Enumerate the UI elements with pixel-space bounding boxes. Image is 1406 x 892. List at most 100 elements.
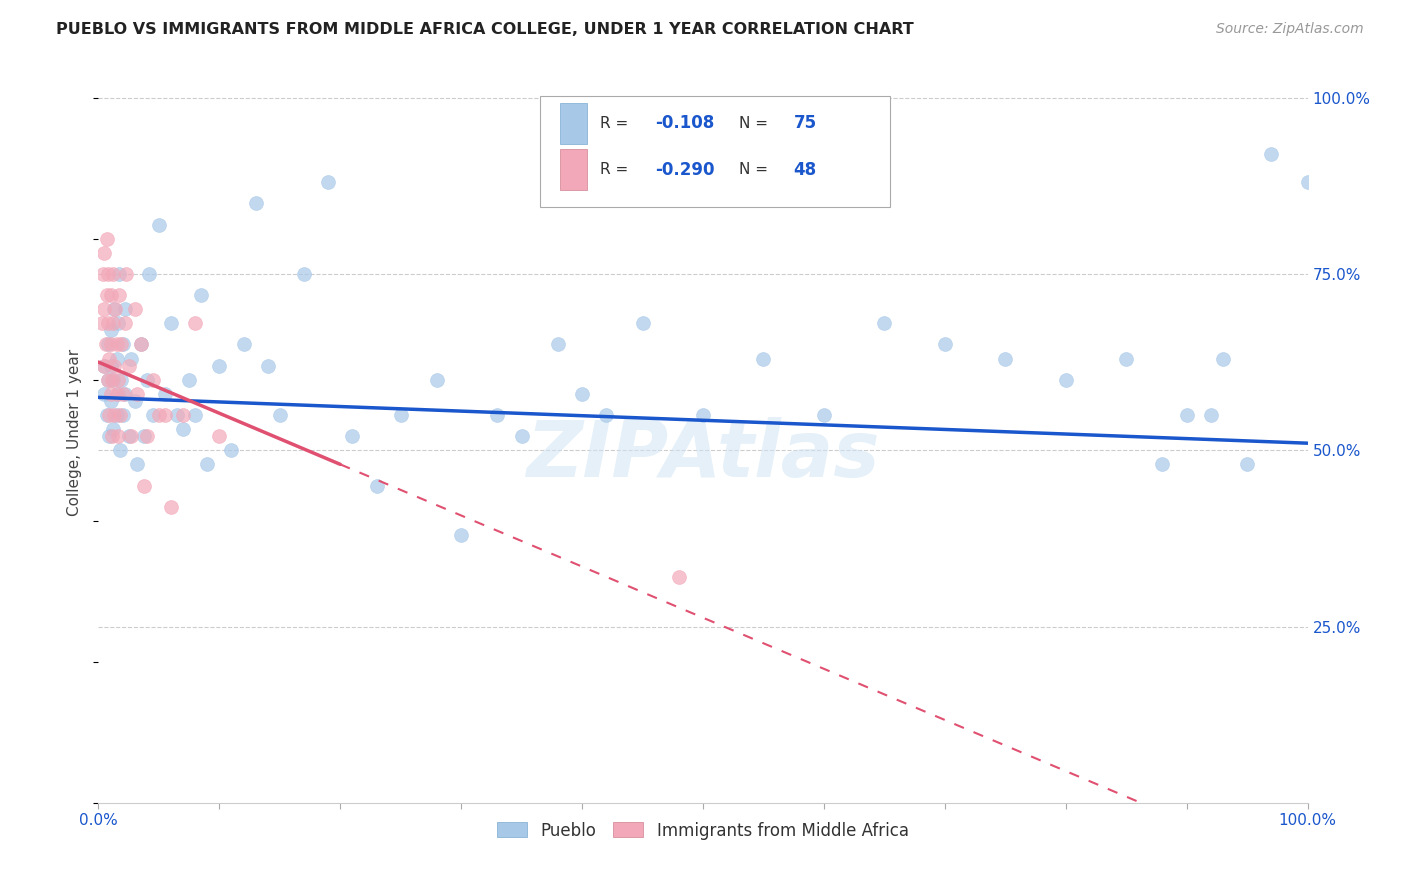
Point: [135, 429, 157, 443]
Point: [208, 359, 231, 373]
Point: [1199, 408, 1222, 422]
Point: [342, 429, 364, 443]
Point: [1212, 351, 1234, 366]
Point: [108, 288, 131, 302]
Point: [172, 422, 194, 436]
Point: [118, 359, 141, 373]
Point: [148, 408, 170, 422]
Point: [148, 218, 170, 232]
Point: [135, 373, 157, 387]
Point: [118, 429, 141, 443]
Point: [366, 478, 388, 492]
Text: 48: 48: [793, 161, 817, 178]
Point: [114, 302, 136, 317]
Text: ZIPAtlas: ZIPAtlas: [526, 417, 880, 493]
Text: Source: ZipAtlas.com: Source: ZipAtlas.com: [1216, 22, 1364, 37]
Point: [292, 267, 315, 281]
Point: [153, 408, 176, 422]
Point: [153, 387, 176, 401]
Point: [105, 408, 128, 422]
Point: [142, 373, 165, 387]
Point: [127, 458, 149, 472]
Point: [129, 337, 152, 351]
Point: [111, 408, 134, 422]
Point: [107, 429, 129, 443]
Point: [107, 316, 129, 330]
Point: [166, 408, 188, 422]
Point: [108, 267, 131, 281]
Text: N =: N =: [740, 162, 773, 178]
Point: [450, 528, 472, 542]
Point: [269, 408, 291, 422]
Point: [100, 373, 122, 387]
Point: [115, 267, 138, 281]
Text: -0.108: -0.108: [655, 114, 714, 132]
Point: [93, 359, 115, 373]
Text: N =: N =: [740, 116, 773, 130]
Point: [105, 351, 128, 366]
Point: [1115, 351, 1137, 366]
Point: [934, 337, 956, 351]
Point: [129, 337, 152, 351]
Point: [101, 267, 124, 281]
Point: [120, 429, 142, 443]
Point: [94, 337, 117, 351]
Point: [96, 232, 118, 246]
FancyBboxPatch shape: [561, 103, 586, 144]
Point: [138, 267, 160, 281]
Point: [98, 408, 121, 422]
Point: [692, 408, 714, 422]
Point: [101, 422, 124, 436]
Point: [100, 288, 122, 302]
Point: [97, 316, 120, 330]
Point: [100, 393, 122, 408]
Point: [100, 429, 122, 443]
Point: [105, 387, 128, 401]
Point: [256, 359, 278, 373]
Point: [486, 408, 509, 422]
Point: [111, 337, 134, 351]
Point: [208, 429, 231, 443]
Point: [104, 302, 127, 317]
Point: [110, 373, 132, 387]
Point: [97, 373, 120, 387]
Point: [100, 323, 122, 337]
Point: [127, 387, 149, 401]
Point: [631, 316, 654, 330]
Point: [91, 316, 114, 330]
Point: [124, 393, 146, 408]
Point: [179, 373, 201, 387]
Point: [101, 316, 124, 330]
Text: R =: R =: [600, 162, 633, 178]
FancyBboxPatch shape: [561, 150, 586, 190]
Point: [1175, 408, 1198, 422]
Point: [195, 458, 218, 472]
Point: [111, 387, 134, 401]
Point: [110, 337, 132, 351]
Legend: Pueblo, Immigrants from Middle Africa: Pueblo, Immigrants from Middle Africa: [491, 815, 915, 847]
Point: [100, 337, 122, 351]
Point: [1260, 147, 1282, 161]
Point: [96, 288, 118, 302]
Point: [668, 570, 690, 584]
Point: [93, 245, 115, 260]
Point: [108, 408, 131, 422]
Point: [134, 478, 156, 492]
Point: [100, 387, 122, 401]
Point: [93, 387, 115, 401]
Point: [752, 351, 775, 366]
Point: [1296, 175, 1319, 189]
Point: [245, 196, 267, 211]
Point: [190, 288, 212, 302]
Point: [160, 316, 183, 330]
Point: [813, 408, 835, 422]
Point: [98, 429, 121, 443]
Point: [98, 351, 121, 366]
Point: [389, 408, 412, 422]
Point: [184, 408, 207, 422]
Y-axis label: College, Under 1 year: College, Under 1 year: [67, 349, 83, 516]
Point: [97, 267, 120, 281]
Point: [426, 373, 449, 387]
Point: [873, 316, 896, 330]
Point: [93, 359, 115, 373]
